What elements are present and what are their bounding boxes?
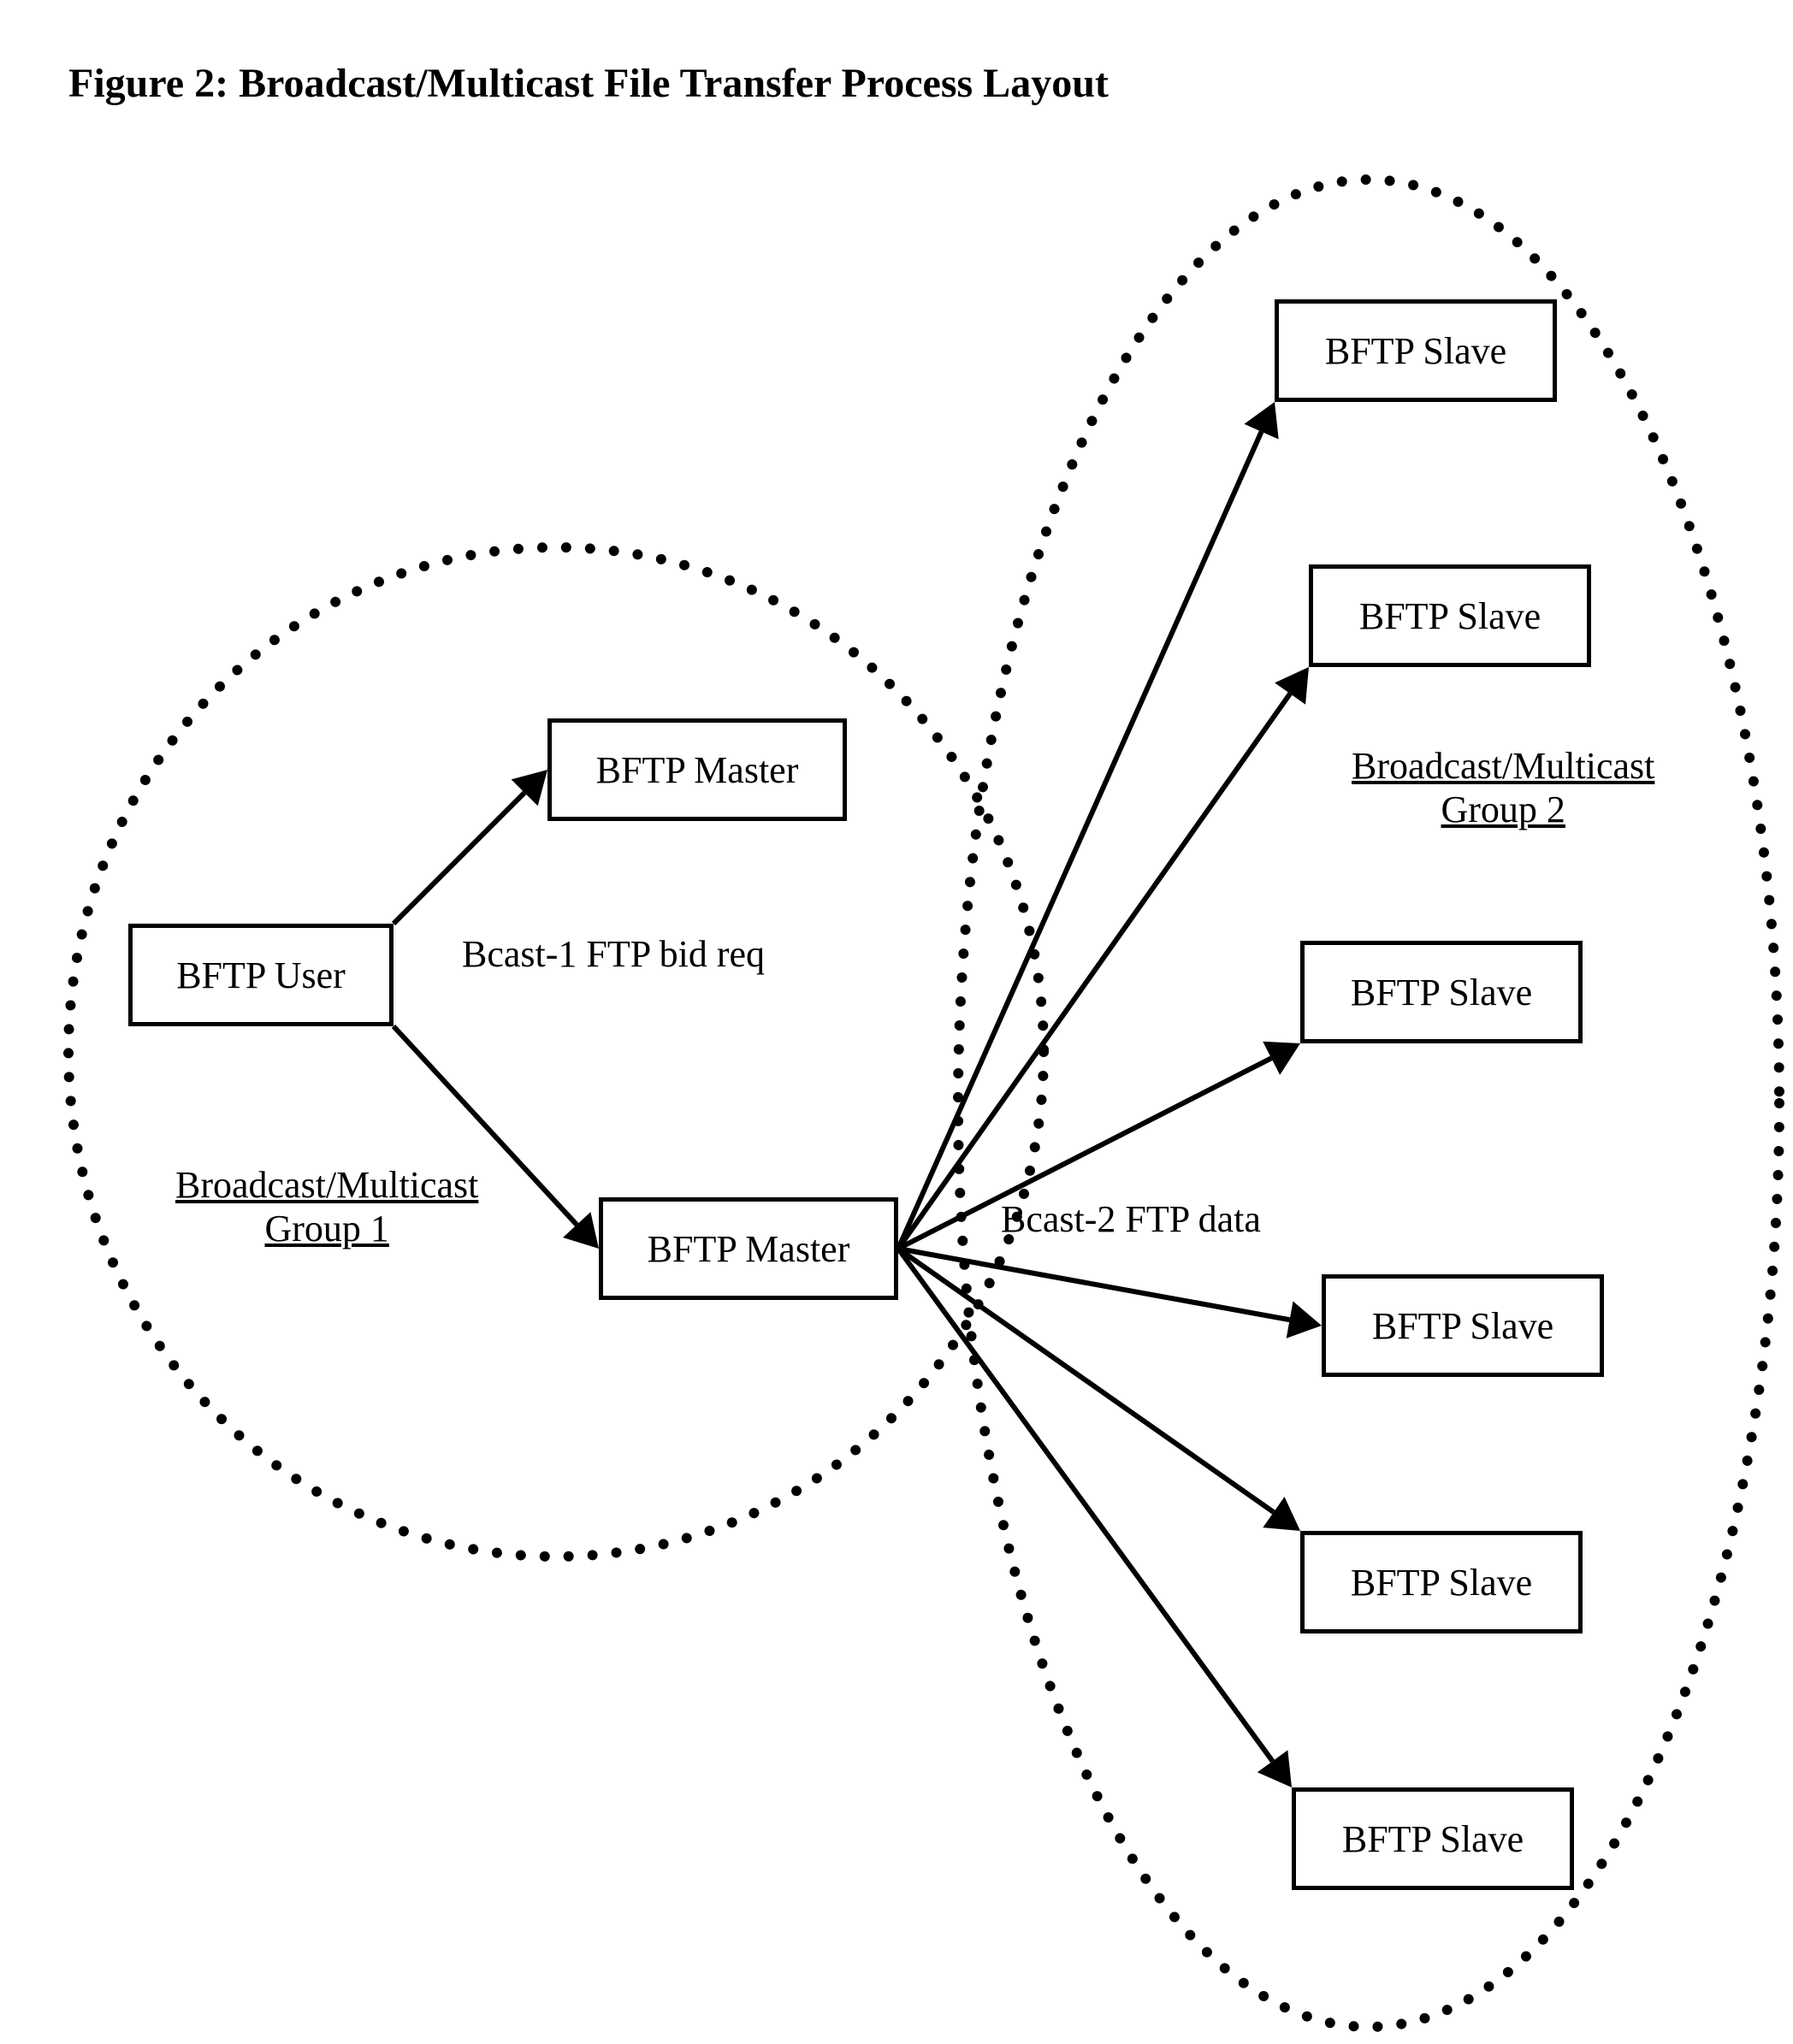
arrowhead-master2-to-slave3: [1263, 1042, 1300, 1075]
arrowhead-master2-to-slave5: [1263, 1497, 1300, 1531]
arrowhead-user-to-master1: [512, 770, 547, 806]
node-master2: BFTP Master: [599, 1197, 898, 1300]
edge-label-1: Bcast-2 FTP data: [1001, 1197, 1261, 1241]
node-user: BFTP User: [128, 924, 394, 1026]
edge-master2-to-slave2: [898, 694, 1290, 1249]
node-slave1: BFTP Slave: [1275, 299, 1557, 402]
arrowhead-user-to-master2: [563, 1212, 599, 1249]
arrowhead-master2-to-slave1: [1244, 402, 1278, 440]
node-master2-label: BFTP Master: [648, 1227, 850, 1271]
edge-master2-to-slave5: [898, 1249, 1274, 1512]
arrowhead-master2-to-slave4: [1287, 1302, 1322, 1338]
edge-user-to-master1: [394, 793, 524, 924]
node-slave6-label: BFTP Slave: [1342, 1817, 1524, 1861]
group2-ellipse: [958, 180, 1779, 2027]
node-slave5: BFTP Slave: [1300, 1531, 1583, 1633]
edge-label-0: Bcast-1 FTP bid req: [462, 932, 765, 976]
edge-master2-to-slave6: [898, 1249, 1273, 1761]
group2-label: Broadcast/MulticastGroup 2: [1352, 744, 1654, 831]
arrowhead-master2-to-slave2: [1275, 667, 1309, 705]
node-slave2-label: BFTP Slave: [1359, 594, 1541, 638]
node-user-label: BFTP User: [176, 954, 346, 997]
node-slave1-label: BFTP Slave: [1325, 329, 1506, 373]
node-slave4: BFTP Slave: [1322, 1274, 1604, 1377]
group1-ellipse: [68, 547, 1044, 1557]
arrowhead-master2-to-slave6: [1257, 1750, 1292, 1787]
node-slave3: BFTP Slave: [1300, 941, 1583, 1043]
edge-master2-to-slave4: [898, 1249, 1290, 1320]
node-master1: BFTP Master: [547, 718, 847, 821]
node-slave6: BFTP Slave: [1292, 1787, 1574, 1890]
node-slave3-label: BFTP Slave: [1351, 971, 1532, 1014]
node-slave4-label: BFTP Slave: [1372, 1304, 1553, 1348]
figure-title: Figure 2: Broadcast/Multicast File Trans…: [68, 60, 1109, 107]
node-master1-label: BFTP Master: [596, 748, 799, 792]
edge-master2-to-slave1: [898, 432, 1262, 1249]
node-slave5-label: BFTP Slave: [1351, 1561, 1532, 1604]
group1-label: Broadcast/MulticastGroup 1: [175, 1163, 478, 1250]
node-slave2: BFTP Slave: [1309, 564, 1591, 667]
